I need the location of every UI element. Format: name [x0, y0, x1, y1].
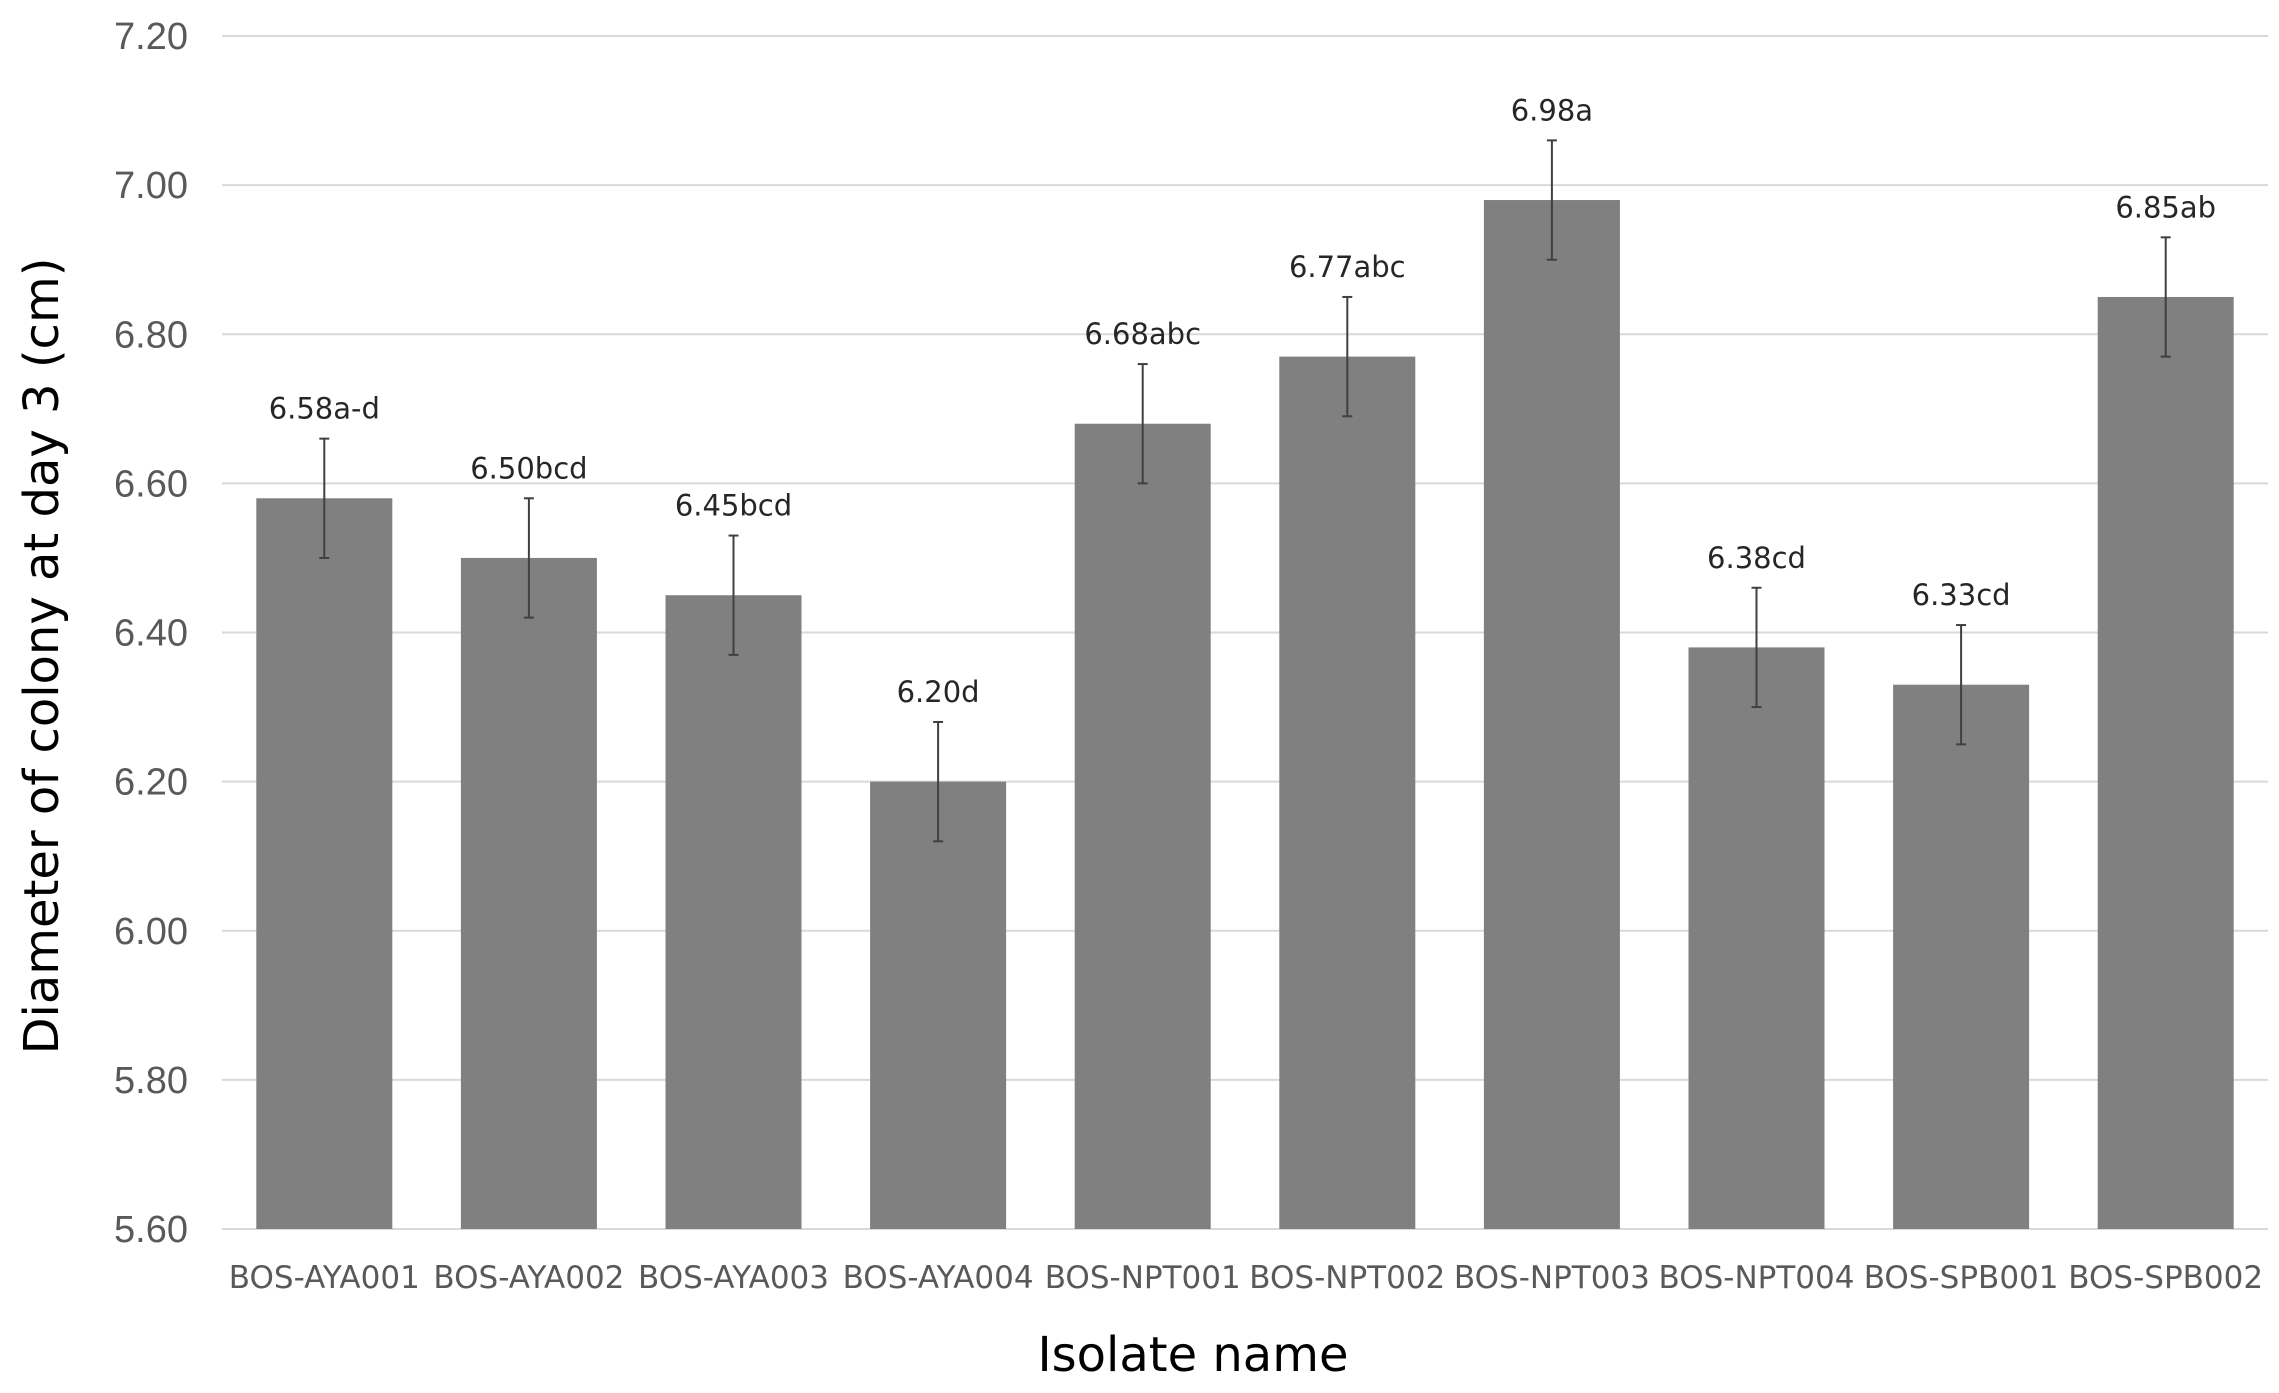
bar [1688, 647, 1825, 1229]
data-label: 6.58a-d [269, 392, 380, 426]
x-tick-label: BOS-SPB001 [1864, 1260, 2059, 1296]
data-labels: 6.58a-d 6.50bcd 6.45bcd 6.20d 6.68abc 6.77abc… [269, 93, 2216, 709]
bar [1279, 356, 1416, 1229]
y-tick-label: 6.00 [114, 911, 188, 953]
error-bars [319, 139, 2171, 843]
bar [1483, 200, 1620, 1230]
x-axis-title: Isolate name [1037, 1327, 1348, 1383]
data-label: 6.33cd [1912, 578, 2011, 612]
y-axis-ticks: 5.60 5.80 6.00 6.20 6.40 6.60 6.80 7.00 7.20 [114, 16, 188, 1251]
y-tick-label: 7.00 [114, 165, 188, 207]
bar [1074, 423, 1211, 1230]
data-label: 6.45bcd [675, 489, 792, 523]
bar [870, 781, 1007, 1229]
bar [665, 595, 802, 1229]
data-label: 6.77abc [1289, 250, 1406, 284]
data-label: 6.68abc [1084, 317, 1201, 351]
data-label: 6.38cd [1707, 541, 1806, 575]
bar [256, 498, 393, 1230]
bars [256, 200, 2234, 1230]
data-label: 6.20d [897, 675, 980, 709]
y-tick-label: 5.60 [114, 1209, 188, 1251]
x-tick-label: BOS-AYA001 [229, 1260, 420, 1296]
x-tick-label: BOS-NPT003 [1454, 1260, 1650, 1296]
x-tick-label: BOS-NPT002 [1249, 1260, 1445, 1296]
y-tick-label: 6.20 [114, 762, 188, 804]
y-tick-label: 6.60 [114, 463, 188, 505]
x-tick-label: BOS-SPB002 [2068, 1260, 2263, 1296]
data-label: 6.85ab [2115, 190, 2216, 224]
x-axis-ticks: BOS-AYA001 BOS-AYA002 BOS-AYA003 BOS-AYA004… [229, 1260, 2263, 1296]
y-tick-label: 5.80 [114, 1060, 188, 1102]
x-tick-label: BOS-AYA002 [433, 1260, 624, 1296]
y-axis-title: Diameter of colony at day 3 (cm) [14, 258, 70, 1055]
x-tick-label: BOS-NPT004 [1659, 1260, 1855, 1296]
y-tick-label: 6.40 [114, 613, 188, 655]
bar [460, 557, 597, 1229]
data-label: 6.98a [1511, 93, 1593, 127]
bar [2097, 296, 2234, 1229]
x-tick-label: BOS-AYA004 [843, 1260, 1034, 1296]
bar [1893, 684, 2030, 1229]
y-tick-label: 7.20 [114, 16, 188, 58]
data-label: 6.50bcd [470, 451, 587, 485]
x-tick-label: BOS-AYA003 [638, 1260, 829, 1296]
x-tick-label: BOS-NPT001 [1045, 1260, 1241, 1296]
y-tick-label: 6.80 [114, 314, 188, 356]
